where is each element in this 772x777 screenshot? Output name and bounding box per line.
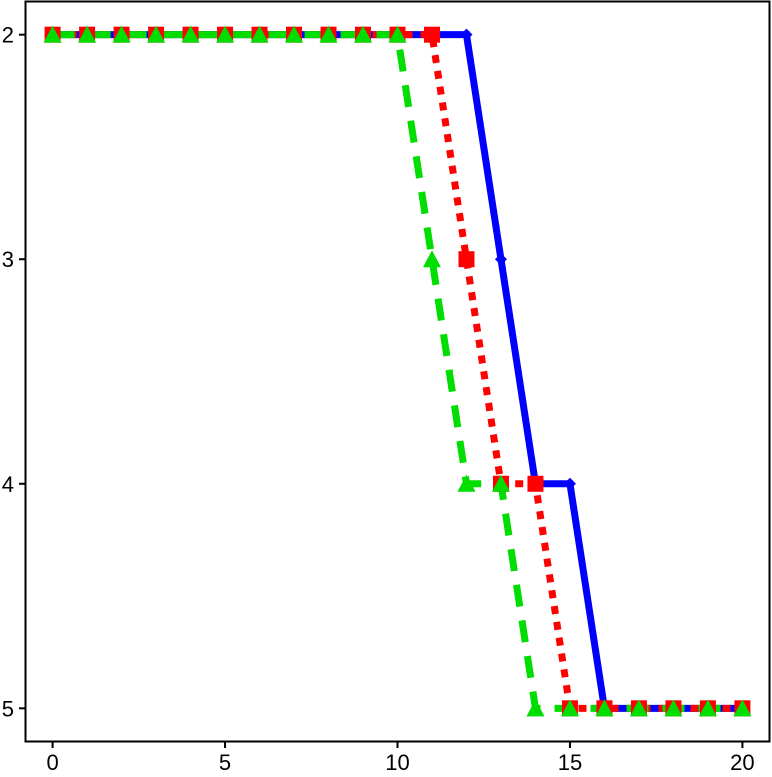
series-3-point xyxy=(733,699,752,717)
series-3-point xyxy=(491,474,510,492)
x-tick-label: 5 xyxy=(219,750,231,772)
y-tick-label: 5 xyxy=(2,696,14,721)
series-1-point xyxy=(563,477,576,490)
series-layer xyxy=(43,25,752,717)
series-2-point xyxy=(527,475,544,492)
series-1-point xyxy=(494,253,507,266)
y-tick-label: 4 xyxy=(2,472,14,497)
series-3-point xyxy=(664,699,683,717)
series-1-point xyxy=(460,28,473,41)
series-3-point xyxy=(629,699,648,717)
series-3-point xyxy=(250,25,269,43)
series-2-point xyxy=(423,26,440,43)
series-3-point xyxy=(698,699,717,717)
series-3-point xyxy=(78,25,97,43)
series-3-point xyxy=(112,25,131,43)
series-3-point xyxy=(147,25,166,43)
series-3-point xyxy=(43,25,62,43)
series-3-point xyxy=(595,699,614,717)
series-3-point xyxy=(354,25,373,43)
series-3-point xyxy=(526,699,545,717)
series-3-point xyxy=(181,25,200,43)
series-3-point xyxy=(457,474,476,492)
axis-layer: 0 5 10 15 20 2 3 4 5 xyxy=(2,23,755,775)
x-tick-label: 20 xyxy=(730,750,754,772)
plot-frame xyxy=(24,0,771,743)
series-2-point xyxy=(458,251,475,268)
series-3-point xyxy=(216,25,235,43)
y-tick-label: 3 xyxy=(2,247,14,272)
series-3-point xyxy=(285,25,304,43)
x-tick-label: 15 xyxy=(558,750,582,772)
y-tick-label: 2 xyxy=(2,23,14,48)
series-3-point xyxy=(422,250,441,268)
series-3-point xyxy=(319,25,338,43)
x-tick-label: 10 xyxy=(385,750,409,772)
series-3-point xyxy=(560,699,579,717)
series-3-point xyxy=(388,25,407,43)
x-tick-label: 0 xyxy=(46,750,58,772)
